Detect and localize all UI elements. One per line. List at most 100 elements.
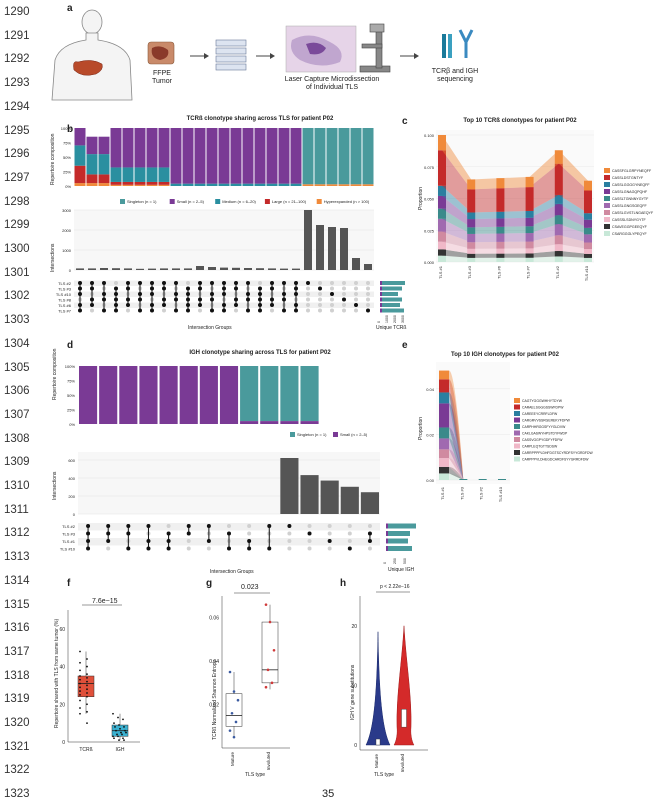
set-label: TLS #6 <box>58 303 72 308</box>
composition-segment <box>260 366 279 422</box>
y-tick: 0.000 <box>424 260 435 265</box>
legend-entry: CASSSLSDNYGYTF <box>612 218 647 222</box>
composition-segment <box>362 184 374 186</box>
matrix-dot <box>270 308 274 313</box>
matrix-dot <box>186 539 191 543</box>
stacked-bar-segment <box>438 249 446 256</box>
matrix-dot <box>342 308 346 313</box>
stacked-bar-segment <box>467 242 476 249</box>
panel-letter-c: c <box>402 116 408 127</box>
data-point <box>117 716 119 719</box>
stacked-bar-segment <box>467 219 476 228</box>
composition-segment <box>158 184 170 186</box>
composition-segment <box>110 128 122 168</box>
composition-segment <box>300 421 319 424</box>
composition-segment <box>79 366 98 424</box>
legend-swatch <box>514 456 520 462</box>
line-number: 1306 <box>4 385 30 398</box>
y-tick: 0 <box>62 740 65 746</box>
unique-bar <box>380 292 398 296</box>
set-label: TLS #10 <box>60 547 76 552</box>
area-band <box>449 466 464 480</box>
unique-bar-small <box>380 292 382 296</box>
int-tick: 600 <box>68 458 75 463</box>
data-point <box>120 731 122 734</box>
int-tick: 3000 <box>62 208 72 213</box>
data-point <box>234 720 238 724</box>
unique-bar-small <box>386 538 388 544</box>
igh-receptor-icon <box>458 29 474 58</box>
panel-d-unique-label: Unique IGH <box>388 567 415 573</box>
legend-swatch <box>604 196 610 201</box>
legend-swatch <box>514 411 520 416</box>
int-tick: 1000 <box>62 248 72 253</box>
line-number: 1314 <box>4 574 30 587</box>
line-number: 1299 <box>4 219 30 232</box>
panel-letter-f: f <box>67 578 71 589</box>
composition-segment <box>230 183 242 186</box>
composition-segment <box>146 181 158 185</box>
stacked-bar-segment <box>438 135 446 151</box>
stacked-bar-segment <box>439 438 449 450</box>
matrix-dot <box>234 308 238 313</box>
data-point <box>113 722 115 725</box>
stacked-bar-segment <box>438 150 446 186</box>
pct-tick: 50% <box>63 155 71 160</box>
area-band <box>442 195 588 228</box>
legend-swatch <box>316 199 322 204</box>
matrix-dot <box>306 308 310 313</box>
line-number: 1310 <box>4 480 30 492</box>
stacked-bar-segment <box>554 215 563 225</box>
data-point <box>115 729 117 732</box>
matrix-dot <box>366 286 370 291</box>
composition-segment <box>302 184 314 186</box>
x-tick: TLS #10 <box>498 486 503 502</box>
composition-segment <box>314 184 326 186</box>
legend-entry: CARAELSGGGSSWFDPW <box>522 406 564 410</box>
intersection-bar <box>148 268 156 270</box>
legend-entry: Singleton (n = 1) <box>297 432 327 437</box>
composition-segment <box>170 183 182 186</box>
legend-entry: CARGRVVSSRGEREKYFDPW <box>522 419 571 423</box>
area-band <box>449 370 464 480</box>
intersection-bar <box>364 264 372 270</box>
matrix-dot <box>366 292 370 296</box>
composition-segment <box>218 128 230 184</box>
matrix-dot <box>327 539 332 543</box>
unique-tick: 250 <box>393 558 397 564</box>
stacked-bar-segment <box>438 185 446 196</box>
data-point <box>86 673 88 676</box>
panel-letter-d: d <box>67 340 74 351</box>
matrix-dot <box>318 303 322 307</box>
data-point <box>79 678 81 681</box>
matrix-dot <box>330 297 334 302</box>
legend-entry: Small (n = 2–5) <box>177 199 205 204</box>
matrix-dot <box>318 308 322 313</box>
matrix-dot <box>347 531 352 536</box>
composition-segment <box>146 128 158 168</box>
int-tick: 0 <box>69 268 72 273</box>
matrix-dot <box>327 531 332 536</box>
data-point <box>228 670 232 674</box>
stacked-bar-segment <box>525 253 534 258</box>
stacked-bar-segment <box>467 179 476 190</box>
microscope-icon <box>359 23 391 73</box>
intersection-bar <box>280 268 288 270</box>
set-label: TLS #10 <box>56 292 72 297</box>
matrix-dot <box>354 281 358 285</box>
matrix-dot <box>90 308 94 313</box>
composition-segment <box>122 184 134 186</box>
composition-segment <box>362 128 374 185</box>
stacked-bar-segment <box>584 234 592 243</box>
matrix-dot <box>354 303 358 307</box>
intersection-bar <box>220 267 228 270</box>
y-tick: 0.00 <box>426 478 435 483</box>
y-tick: 0.02 <box>209 703 219 709</box>
stacked-bar-segment <box>467 212 476 220</box>
data-point <box>268 620 272 624</box>
composition-segment <box>278 128 290 184</box>
stacked-bar-segment <box>496 211 505 219</box>
line-number: 1323 <box>4 788 30 800</box>
data-point <box>116 733 118 736</box>
matrix-dot <box>307 539 312 543</box>
